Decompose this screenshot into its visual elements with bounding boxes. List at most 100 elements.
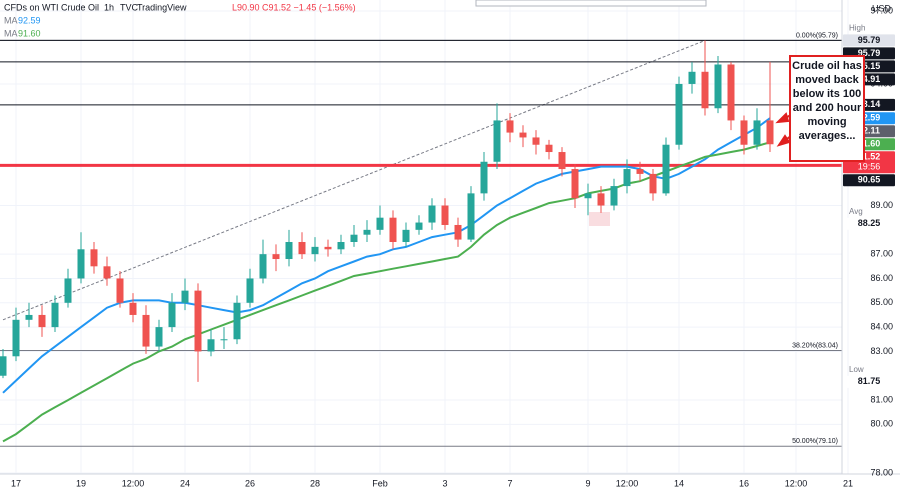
- toolbar: [475, 0, 707, 7]
- highlight: [589, 212, 610, 226]
- tag-title: Low: [849, 365, 864, 374]
- candle-body: [688, 71, 696, 84]
- candle-body: [194, 290, 202, 352]
- candle-body: [129, 302, 137, 315]
- candle-body: [77, 249, 85, 279]
- candle-body: [441, 205, 449, 225]
- price-tag-label: 90.65: [858, 175, 881, 185]
- fib-label: 50.00%(79.10): [792, 438, 838, 445]
- candle-body: [415, 222, 423, 230]
- x-tick-label: 12:00: [785, 478, 808, 488]
- source: TVC: [120, 2, 139, 12]
- candle-body: [571, 169, 579, 199]
- price-tag-label: 95.79: [858, 35, 881, 45]
- candle-body: [402, 229, 410, 242]
- x-tick-label: 12:00: [616, 478, 639, 488]
- candle-body: [25, 314, 33, 320]
- candle-body: [38, 314, 46, 328]
- x-tick-label: 19: [76, 478, 86, 488]
- y-tick-label: 85.00: [870, 297, 893, 307]
- platform: TradingView: [137, 2, 187, 12]
- arrow-head: [776, 134, 791, 147]
- x-tick-label: 24: [180, 478, 190, 488]
- price-tag-label: 91.52: [858, 152, 881, 162]
- candle-body: [584, 193, 592, 199]
- price-tag-label: 92.59: [858, 113, 881, 123]
- moving-average: [2, 141, 771, 443]
- candle-body: [532, 137, 540, 145]
- candle-body: [350, 234, 358, 242]
- candle-body: [675, 83, 683, 145]
- x-tick-label: 9: [585, 478, 590, 488]
- x-tick-label: 21: [843, 478, 853, 488]
- candle-body: [116, 278, 124, 303]
- candle-body: [766, 120, 774, 145]
- price-tag-label: 92.11: [858, 126, 880, 136]
- fib-label: 0.00%(95.79): [796, 32, 838, 39]
- y-tick-label: 80.00: [870, 419, 893, 429]
- y-tick-label: 81.00: [870, 394, 893, 404]
- x-tick-label: 17: [11, 478, 21, 488]
- y-tick-label: 89.00: [870, 200, 893, 210]
- x-tick-label: 12:00: [122, 478, 145, 488]
- candle-body: [363, 229, 371, 235]
- candle-body: [428, 205, 436, 223]
- candle-body: [506, 120, 514, 133]
- x-tick-label: 14: [674, 478, 684, 488]
- candle-body: [64, 278, 72, 303]
- tag-title: Avg: [849, 207, 863, 216]
- candle-body: [324, 246, 332, 250]
- price-tag-label: 91.60: [858, 139, 881, 149]
- candle-body: [246, 278, 254, 303]
- candle-body: [51, 302, 59, 328]
- candle-body: [519, 132, 527, 138]
- x-tick-label: 28: [310, 478, 320, 488]
- price-tag: [843, 217, 895, 230]
- candle-body: [259, 254, 267, 279]
- price-tag-label: 88.25: [858, 218, 881, 228]
- candle-body: [207, 339, 215, 352]
- candle-body: [155, 327, 163, 347]
- x-tick-label: Feb: [372, 478, 388, 488]
- candle-body: [753, 120, 761, 145]
- fib-label: 38.20%(83.04): [792, 342, 838, 349]
- candle-body: [454, 224, 462, 240]
- legend-name: MA: [4, 15, 18, 25]
- symbol: CFDs on WTI Crude Oil: [4, 2, 99, 12]
- candle-body: [168, 302, 176, 328]
- x-tick-label: 7: [507, 478, 512, 488]
- candle-body: [727, 64, 735, 121]
- candle-body: [480, 161, 488, 194]
- price-tag-label: 93.14: [858, 99, 881, 109]
- y-tick-label: 86.00: [870, 273, 893, 283]
- candle-body: [298, 242, 306, 255]
- candle-body: [610, 186, 618, 206]
- candle-body: [545, 144, 553, 153]
- candle-body: [142, 314, 150, 347]
- annotation: Crude oil has moved back below its 100 a…: [789, 55, 865, 162]
- quote: L90.90 C91.52 −1.45 (−1.56%): [232, 2, 356, 12]
- price-tag-sub: 19:56: [858, 162, 881, 172]
- plot: 0.00%(95.79) 38.20%(83.04) 50.00%(79.10): [0, 32, 842, 447]
- candle-body: [272, 254, 280, 260]
- candle-body: [389, 217, 397, 242]
- x-tick-label: 26: [245, 478, 255, 488]
- candle-body: [233, 302, 241, 340]
- y-tick-label: 97.00: [870, 5, 893, 15]
- y-tick-label: 84.00: [870, 321, 893, 331]
- tag-title: High: [849, 24, 865, 33]
- price-tag-label: 95.79: [858, 48, 881, 58]
- candle-body: [623, 169, 631, 187]
- legend-name: MA: [4, 28, 18, 38]
- candle-body: [12, 319, 20, 357]
- candle-body: [90, 249, 98, 267]
- candle-body: [701, 71, 709, 109]
- candle-body: [662, 144, 670, 194]
- candle-body: [649, 173, 657, 194]
- candle-body: [558, 152, 566, 170]
- x-tick-label: 3: [442, 478, 447, 488]
- candle-body: [181, 290, 189, 303]
- candle-body: [220, 339, 228, 341]
